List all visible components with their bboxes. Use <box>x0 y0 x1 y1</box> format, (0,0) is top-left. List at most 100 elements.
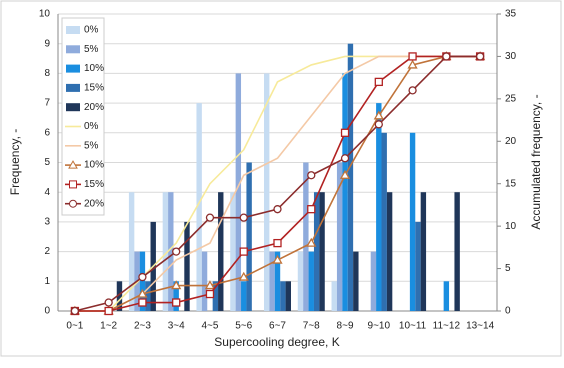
x-tick-label: 13~14 <box>466 321 495 332</box>
bar <box>370 251 377 311</box>
x-tick-label: 0~1 <box>66 321 83 332</box>
legend-marker <box>69 199 77 208</box>
x-tick-label: 2~3 <box>134 321 151 332</box>
y2-tick-label: 25 <box>505 93 517 104</box>
bar <box>308 251 314 311</box>
x-tick-label: 11~12 <box>433 321 461 332</box>
marker <box>104 298 113 307</box>
y2-tick-label: 5 <box>505 263 511 274</box>
marker <box>408 52 417 61</box>
bar <box>386 192 393 311</box>
bar <box>230 192 236 311</box>
bar <box>409 132 416 311</box>
bar <box>201 251 208 311</box>
marker <box>373 110 384 120</box>
x-axis-title: Supercooling degree, K <box>214 335 339 349</box>
bar <box>353 251 359 311</box>
bar <box>376 103 382 311</box>
marker <box>238 271 249 281</box>
marker <box>172 298 181 307</box>
bar <box>280 281 286 311</box>
bar <box>218 192 224 311</box>
legend-label: 15% <box>84 83 104 94</box>
y-axis-title: Frequency, - <box>8 129 22 195</box>
marker <box>70 306 80 316</box>
bar <box>139 251 146 311</box>
marker <box>239 247 248 256</box>
bar <box>168 192 174 311</box>
marker <box>239 213 248 222</box>
marker <box>374 77 383 87</box>
y-tick-label: 10 <box>39 9 51 20</box>
bar <box>297 251 304 311</box>
bar <box>443 281 450 311</box>
legend-label: 0% <box>84 25 99 36</box>
y-tick-label: 3 <box>44 217 50 228</box>
y-tick-label: 9 <box>44 38 50 49</box>
bar <box>264 73 270 312</box>
bar <box>162 192 169 311</box>
marker <box>138 272 147 282</box>
bar <box>274 251 281 311</box>
y2-tick-label: 15 <box>505 178 517 189</box>
bar <box>196 103 202 311</box>
bar <box>381 132 387 311</box>
bar <box>347 43 354 311</box>
bar <box>145 281 151 311</box>
x-tick-label: 7~8 <box>303 321 320 332</box>
marker <box>340 154 350 163</box>
y2-tick-label: 20 <box>505 136 517 147</box>
bar <box>269 251 275 311</box>
bar <box>415 221 421 311</box>
legend-label: 10% <box>84 160 104 171</box>
x-tick-label: 8~9 <box>337 321 354 332</box>
bar <box>246 162 252 311</box>
y2-tick-label: 35 <box>505 9 517 20</box>
x-tick-label: 3~4 <box>168 321 185 332</box>
x-tick-label: 9~10 <box>368 321 391 332</box>
marker <box>408 86 417 95</box>
marker <box>205 289 215 299</box>
bar <box>128 192 135 311</box>
bar <box>116 281 123 311</box>
legend-swatch <box>66 26 80 34</box>
legend-swatch <box>66 83 80 92</box>
bar <box>184 221 190 311</box>
marker <box>272 254 283 264</box>
marker <box>307 205 316 214</box>
marker <box>137 288 148 298</box>
bar <box>235 73 242 312</box>
marker <box>273 205 282 214</box>
y-tick-label: 8 <box>44 68 50 79</box>
legend-label: 5% <box>84 140 99 151</box>
y-tick-label: 4 <box>44 187 50 198</box>
bar <box>313 192 320 311</box>
legend-swatch <box>66 45 80 54</box>
legend-swatch <box>66 103 80 112</box>
bar <box>342 73 348 312</box>
legend-label: 0% <box>84 121 99 132</box>
bar <box>241 281 247 311</box>
marker <box>138 298 147 307</box>
legend-marker <box>69 180 77 189</box>
legend-label: 20% <box>84 102 104 113</box>
x-tick-label: 10~11 <box>399 321 427 332</box>
marker <box>442 52 451 61</box>
marker <box>339 169 351 179</box>
bar <box>331 281 337 311</box>
bar <box>303 162 309 311</box>
marker <box>273 238 282 248</box>
marker <box>307 171 316 180</box>
legend-label: 10% <box>84 63 104 74</box>
y2-tick-label: 30 <box>505 51 517 62</box>
marker <box>172 247 181 256</box>
y2-tick-label: 10 <box>505 221 517 232</box>
y2-axis-title: Accumulated frequency, - <box>529 94 543 229</box>
bar <box>319 192 325 311</box>
x-tick-label: 4~5 <box>201 321 218 332</box>
bar <box>173 281 179 311</box>
marker <box>475 52 485 61</box>
marker <box>306 237 317 247</box>
y-tick-label: 5 <box>44 157 50 168</box>
